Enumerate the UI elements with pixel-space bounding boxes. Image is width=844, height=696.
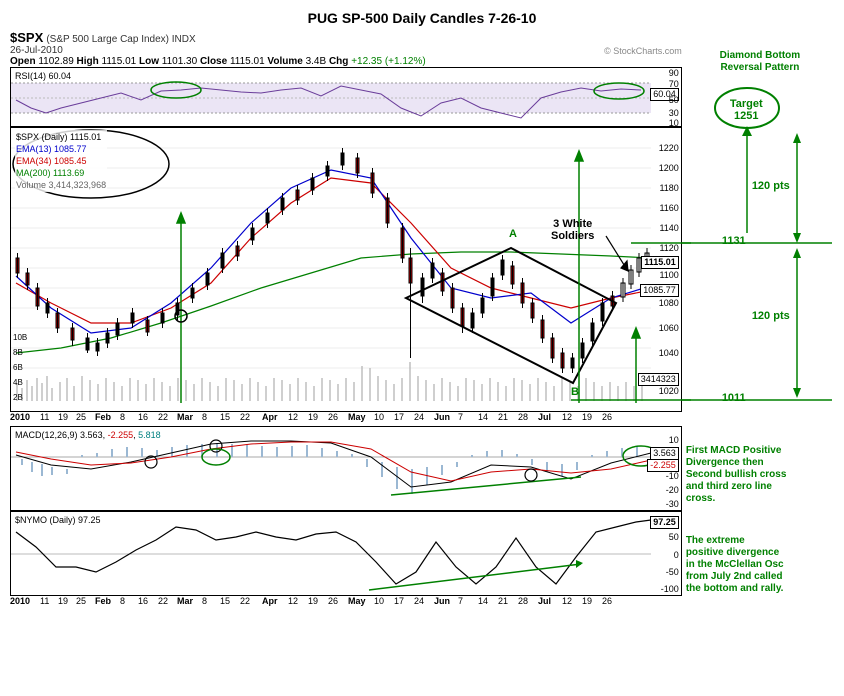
quote-date: 26-Jul-2010 — [10, 45, 196, 56]
vol-tick: 4B — [13, 378, 23, 387]
legend-spx: $SPX (Daily) 1115.01 — [16, 131, 106, 143]
legend-ma200: MA(200) 1113.69 — [16, 167, 106, 179]
ytick: 1120 — [659, 243, 678, 253]
ytick: 1020 — [659, 386, 679, 396]
line-1011: 1011 — [722, 392, 746, 404]
nymo-tick: 50 — [669, 532, 679, 542]
chart-title: PUG SP-500 Daily Candles 7-26-10 — [10, 10, 834, 26]
vol-tick: 8B — [13, 348, 23, 357]
ytick: 1220 — [659, 143, 679, 153]
ytick: 1200 — [659, 163, 679, 173]
rsi-tick: 50 — [669, 95, 679, 105]
ema-tag: 1085.77 — [640, 284, 679, 297]
nymo-note: The extreme positive divergence in the M… — [686, 535, 784, 595]
nymo-tick: -100 — [661, 584, 679, 594]
macd-tick: -20 — [666, 485, 679, 495]
price-panel: $SPX (Daily) 1115.01 EMA(13) 1085.77 EMA… — [10, 127, 682, 412]
macd-tick: -10 — [666, 471, 679, 481]
diamond-label-a: A — [509, 228, 517, 240]
rsi-tick: 90 — [669, 68, 679, 78]
macd-tick: -30 — [666, 499, 679, 509]
nymo-tag: 97.25 — [650, 516, 679, 529]
last-price-tag: 1115.01 — [641, 256, 679, 269]
x-axis: 2010 11 19 25 Feb 8 16 22 Mar 8 15 22 Ap… — [10, 412, 682, 426]
macd-tick: 10 — [669, 435, 679, 445]
ytick: 1080 — [659, 298, 679, 308]
vol-tick: 2B — [13, 393, 23, 402]
ticker-desc: (S&P 500 Large Cap Index) INDX — [46, 34, 195, 45]
line-1131: 1131 — [722, 235, 746, 247]
three-white-soldiers: 3 White Soldiers — [551, 218, 594, 242]
nymo-panel: $NYMO (Daily) 97.25 97.25 50 0 -50 -100 — [10, 511, 682, 596]
rsi-tick: 30 — [669, 108, 679, 118]
diamond-bottom-title: Diamond Bottom Reversal Pattern — [686, 50, 834, 74]
ytick: 1180 — [659, 183, 678, 193]
ytick: 1060 — [659, 323, 679, 333]
ticker-symbol: $SPX — [10, 30, 43, 45]
nymo-tick: -50 — [666, 567, 679, 577]
ytick: 1040 — [659, 348, 679, 358]
vol-tick: 10B — [13, 333, 27, 342]
pts-upper: 120 pts — [752, 180, 790, 192]
vol-tick: 6B — [13, 363, 23, 372]
x-axis-bottom: 2010 11 19 25 Feb 8 16 22 Mar 8 15 22 Ap… — [10, 596, 682, 610]
target-label: Target 1251 — [730, 98, 763, 122]
ytick: 1160 — [659, 203, 678, 213]
ytick: 1140 — [659, 223, 678, 233]
legend-ema13: EMA(13) 1085.77 — [16, 143, 106, 155]
macd-note: First MACD Positive Divergence then Seco… — [686, 445, 787, 505]
vol-tag: 3414323 — [638, 373, 679, 386]
legend-volume: Volume 3,414,323,968 — [16, 179, 106, 191]
attribution: © StockCharts.com — [604, 46, 682, 56]
quote-line: Open 1102.89 High 1115.01 Low 1101.30 Cl… — [10, 56, 682, 67]
pts-lower: 120 pts — [752, 310, 790, 322]
nymo-tick: 0 — [674, 550, 679, 560]
ytick: 1100 — [659, 270, 678, 280]
rsi-panel: RSI(14) 60.04 90 70 60.04 50 30 10 — [10, 67, 682, 127]
macd-panel: MACD(12,26,9) 3.563, -2.255, 5.818 — [10, 426, 682, 511]
diamond-label-b: B — [571, 386, 579, 398]
legend-ema34: EMA(34) 1085.45 — [16, 155, 106, 167]
